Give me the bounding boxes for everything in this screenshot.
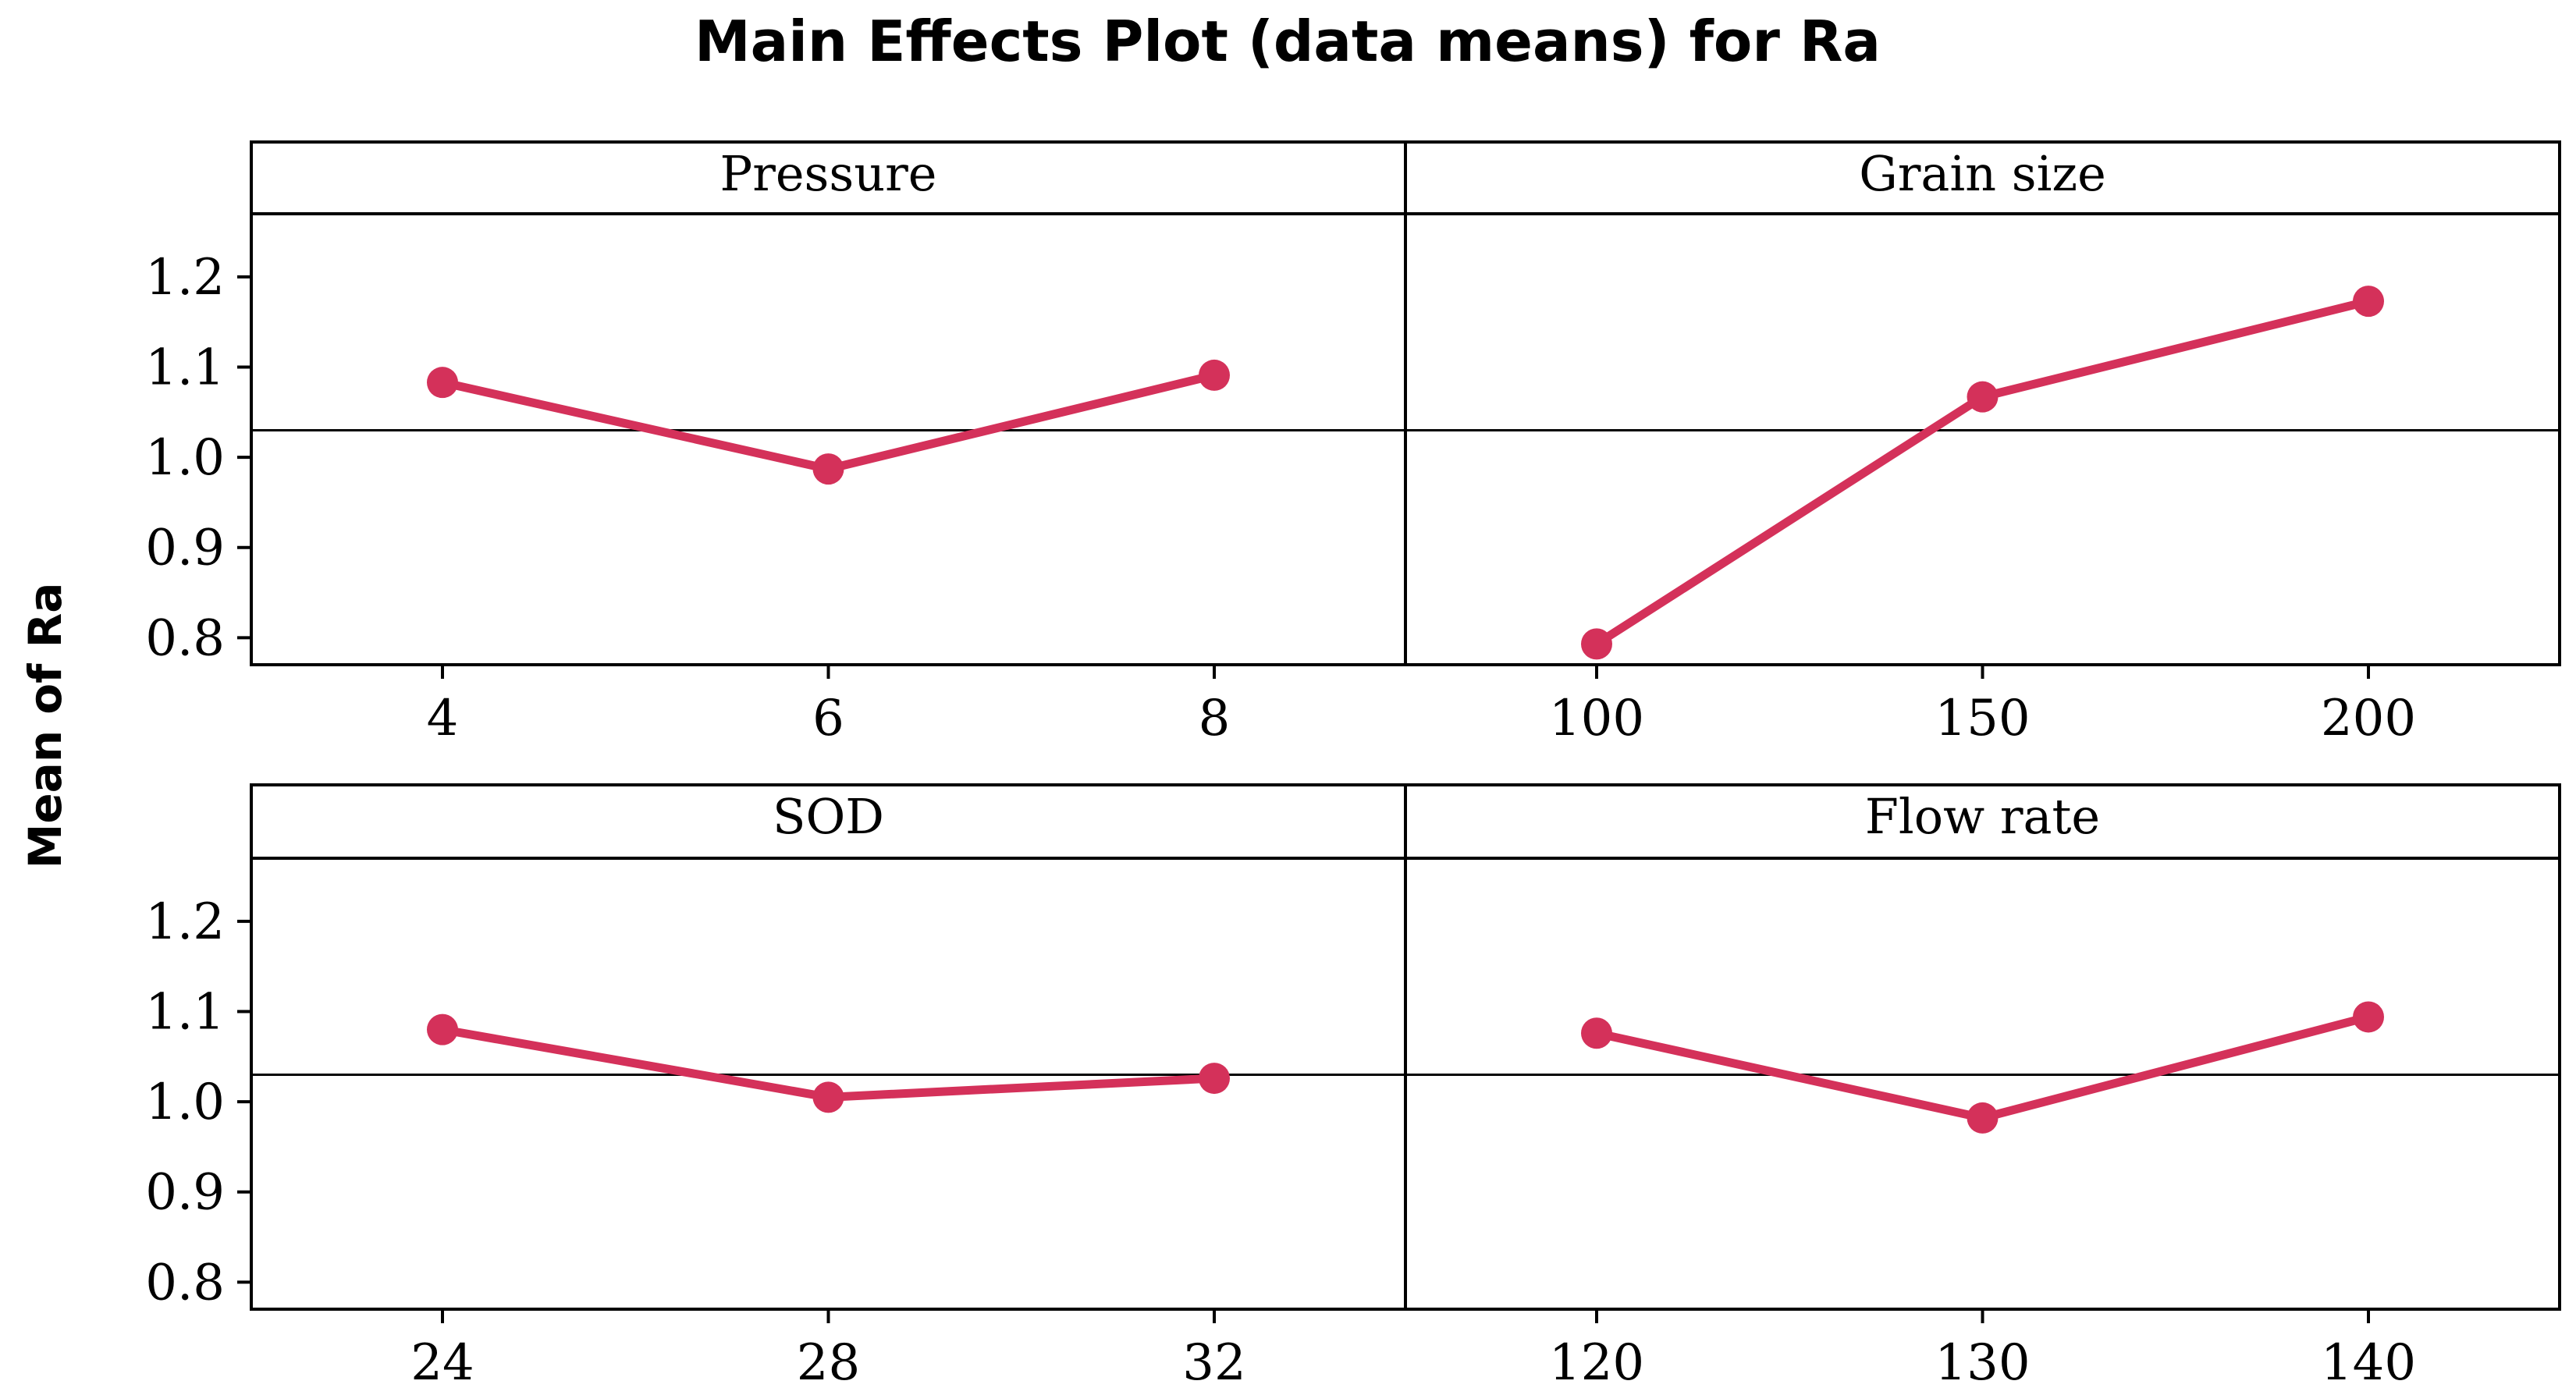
panel-grain-size-xtick-label: 200: [2321, 690, 2416, 747]
panel-flow-rate-point: [1967, 1102, 1999, 1134]
panel-pressure-xtick-label: 4: [427, 690, 459, 747]
panel-grain-size: Grain size 100 150 200: [1405, 145, 2560, 747]
panel-pressure-ytick-label: 1.1: [145, 339, 225, 397]
panel-sod-xtick-label: 32: [1182, 1334, 1245, 1392]
panel-sod-ytick-label: 1.0: [145, 1074, 225, 1131]
panel-flow-rate-xtick-label: 140: [2321, 1334, 2416, 1392]
panel-flow-rate-xtick-label: 120: [1549, 1334, 1644, 1392]
panel-pressure: Pressure 0.8 0.9 1.0 1.1 1.2 4 6 8: [145, 145, 1405, 747]
panel-grain-size-point: [1581, 628, 1612, 660]
panel-flow-rate-xtick-label: 130: [1935, 1334, 2030, 1392]
panel-sod-ytick-label: 0.8: [145, 1254, 225, 1312]
panel-sod-xtick-label: 24: [410, 1334, 474, 1392]
panel-pressure-xtick-label: 6: [812, 690, 844, 747]
panel-sod-point: [1199, 1063, 1230, 1095]
panel-flow-rate-point: [1581, 1017, 1612, 1049]
panel-grid: [250, 140, 2561, 1311]
panel-sod-xtick-label: 28: [797, 1334, 860, 1392]
chart-title: Main Effects Plot (data means) for Ra: [695, 9, 1881, 74]
panel-pressure-ytick-label: 1.0: [145, 429, 225, 487]
panel-flow-rate: Flow rate 120 130 140: [1405, 788, 2560, 1392]
panel-pressure-title: Pressure: [720, 145, 937, 202]
panel-grain-size-title: Grain size: [1859, 145, 2106, 202]
panel-pressure-ytick-label: 0.8: [145, 609, 225, 667]
panel-grain-size-series-line: [1592, 296, 2373, 648]
panel-pressure-ytick-label: 1.2: [145, 249, 225, 307]
panel-grain-size-point: [1967, 381, 1999, 413]
panel-pressure-point: [427, 367, 458, 399]
panel-sod-point: [812, 1081, 844, 1113]
panel-pressure-ytick-label: 0.9: [145, 520, 225, 577]
panel-sod-title: SOD: [773, 788, 884, 845]
panel-sod-point: [427, 1013, 458, 1045]
panel-grain-size-xtick-label: 150: [1935, 690, 2030, 747]
panel-pressure-xtick-label: 8: [1199, 690, 1231, 747]
panel-pressure-point: [812, 453, 844, 485]
panel-sod: SOD 0.8 0.9 1.0 1.1 1.2 24 28 32: [145, 788, 1405, 1392]
panel-sod-ytick-label: 1.1: [145, 984, 225, 1042]
panel-grain-size-point: [2353, 286, 2384, 318]
panel-grain-size-xtick-label: 100: [1549, 690, 1644, 747]
panel-sod-ytick-label: 0.9: [145, 1164, 225, 1222]
y-axis-label: Mean of Ra: [19, 583, 72, 869]
panel-pressure-point: [1199, 359, 1230, 391]
panel-sod-ytick-label: 1.2: [145, 893, 225, 951]
panel-flow-rate-point: [2353, 1001, 2384, 1033]
panel-flow-rate-title: Flow rate: [1865, 788, 2100, 845]
